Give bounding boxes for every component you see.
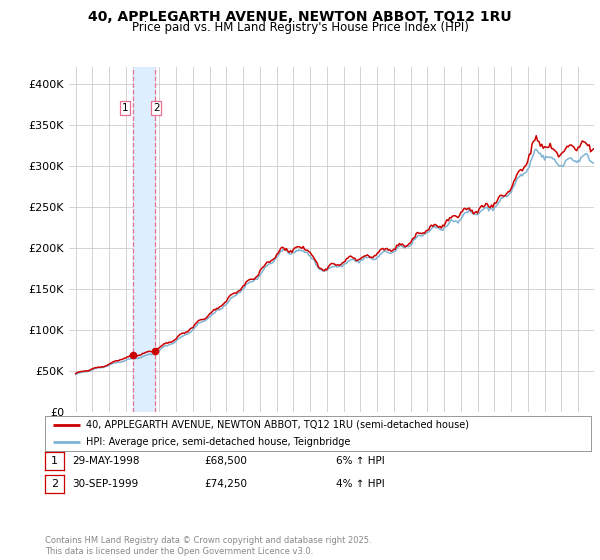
Text: 1: 1	[122, 103, 128, 113]
Text: 40, APPLEGARTH AVENUE, NEWTON ABBOT, TQ12 1RU: 40, APPLEGARTH AVENUE, NEWTON ABBOT, TQ1…	[88, 10, 512, 24]
Text: 4% ↑ HPI: 4% ↑ HPI	[336, 479, 385, 489]
Bar	[133, 67, 155, 412]
Text: £74,250: £74,250	[204, 479, 247, 489]
Text: 2: 2	[51, 479, 58, 489]
Text: 2: 2	[153, 103, 160, 113]
Text: 6% ↑ HPI: 6% ↑ HPI	[336, 456, 385, 466]
Text: 30-SEP-1999: 30-SEP-1999	[72, 479, 138, 489]
Text: 29-MAY-1998: 29-MAY-1998	[72, 456, 139, 466]
Text: £68,500: £68,500	[204, 456, 247, 466]
Text: Price paid vs. HM Land Registry's House Price Index (HPI): Price paid vs. HM Land Registry's House …	[131, 21, 469, 34]
Text: 1: 1	[51, 456, 58, 466]
Text: Contains HM Land Registry data © Crown copyright and database right 2025.
This d: Contains HM Land Registry data © Crown c…	[45, 536, 371, 556]
Text: 40, APPLEGARTH AVENUE, NEWTON ABBOT, TQ12 1RU (semi-detached house): 40, APPLEGARTH AVENUE, NEWTON ABBOT, TQ1…	[86, 420, 469, 430]
Text: HPI: Average price, semi-detached house, Teignbridge: HPI: Average price, semi-detached house,…	[86, 437, 350, 447]
